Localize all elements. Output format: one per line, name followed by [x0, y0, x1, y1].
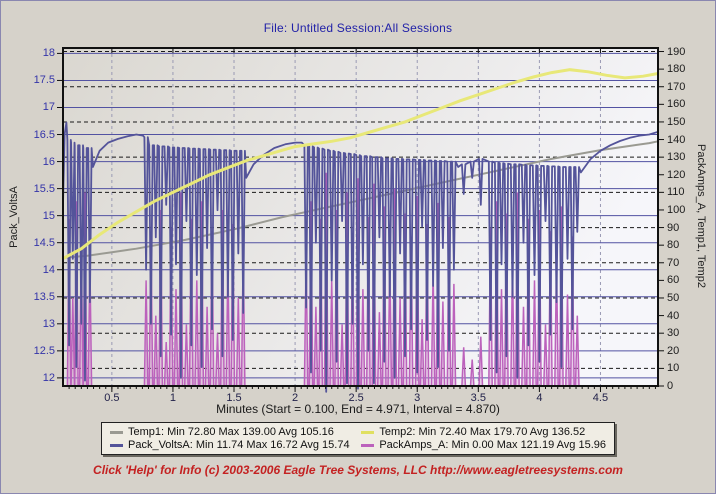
legend-item-temp2: Temp2: Min 72.40 Max 179.70 Avg 136.52	[361, 426, 606, 438]
y-left-tick-label: 15.5	[33, 182, 55, 195]
y-right-tick-label: 150	[667, 115, 686, 128]
y-right-tick-label: 160	[667, 98, 686, 111]
legend-item-label: Temp2: Min 72.40 Max 179.70 Avg 136.52	[379, 426, 586, 438]
y-left-tick-label: 13	[42, 317, 55, 330]
y-left-tick-label: 17	[42, 101, 55, 114]
y-right-tick-label: 140	[667, 133, 686, 146]
y-right-tick-label: 10	[667, 362, 680, 375]
y-left-tick-label: 18	[42, 47, 55, 60]
y-left-tick-label: 16	[42, 155, 55, 168]
x-tick-label: 3.5	[470, 392, 486, 404]
x-tick-label: 0.5	[104, 392, 120, 404]
temp1-swatch-icon	[110, 430, 123, 434]
chart-title: File: Untitled Session:All Sessions	[263, 21, 453, 35]
legend-item-pack-volts: Pack_VoltsA: Min 11.74 Max 16.72 Avg 15.…	[110, 439, 353, 451]
y-right-tick-label: 50	[667, 291, 680, 304]
legend-item-label: Temp1: Min 72.80 Max 139.00 Avg 105.16	[128, 426, 334, 438]
y-left-tick-label: 12.5	[33, 344, 55, 357]
y-left-tick-label: 14	[42, 263, 55, 276]
y-right-tick-label: 40	[667, 309, 680, 322]
x-tick-label: 2.5	[348, 392, 364, 404]
y-right-tick-label: 20	[667, 344, 680, 357]
chart-plot-area[interactable]	[63, 48, 658, 386]
x-tick-label: 4.5	[592, 392, 609, 404]
y-right-tick-label: 70	[667, 256, 680, 269]
y-right-tick-label: 80	[667, 239, 680, 252]
footer-credit: Click 'Help' for Info (c) 2003-2006 Eagl…	[93, 463, 623, 477]
y-left-tick-label: 17.5	[33, 74, 55, 87]
y-left-tick-label: 12	[42, 371, 55, 384]
y-left-tick-label: 14.5	[33, 236, 55, 249]
legend-item-pack-amps: PackAmps_A: Min 0.00 Max 121.19 Avg 15.9…	[361, 439, 606, 451]
y-right-tick-label: 190	[667, 45, 686, 58]
y-right-tick-label: 30	[667, 327, 680, 340]
y-right-tick-label: 60	[667, 274, 680, 287]
y-right-tick-label: 170	[667, 80, 686, 93]
legend-item-label: PackAmps_A: Min 0.00 Max 121.19 Avg 15.9…	[379, 439, 606, 451]
y-right-tick-label: 100	[667, 203, 686, 216]
y-left-tick-label: 16.5	[33, 128, 55, 141]
y-right-tick-label: 90	[667, 221, 680, 234]
legend-item-temp1: Temp1: Min 72.80 Max 139.00 Avg 105.16	[110, 426, 353, 438]
x-tick-label: 1.5	[226, 392, 242, 404]
x-axis-title: Minutes (Start = 0.100, End = 4.971, Int…	[216, 402, 500, 416]
y-right-tick-label: 120	[667, 168, 686, 181]
y-right-tick-label: 180	[667, 63, 686, 76]
left-axis-title: Pack_VoltsA	[8, 186, 20, 248]
x-tick-label: 1	[169, 392, 176, 404]
pack-volts-swatch-icon	[110, 443, 123, 447]
y-left-tick-label: 15	[42, 209, 55, 222]
y-right-tick-label: 110	[667, 186, 685, 199]
temp2-swatch-icon	[361, 430, 375, 434]
right-axis-title: PackAmps_A, Temp1, Temp2	[695, 144, 707, 288]
x-tick-label: 4	[536, 392, 543, 404]
x-tick-label: 3	[414, 392, 421, 404]
pack-amps-swatch-icon	[361, 443, 375, 447]
legend-item-label: Pack_VoltsA: Min 11.74 Max 16.72 Avg 15.…	[128, 439, 350, 451]
y-left-tick-label: 13.5	[33, 290, 55, 303]
y-right-tick-label: 0	[667, 380, 674, 392]
chart-legend: Temp1: Min 72.80 Max 139.00 Avg 105.16 T…	[101, 422, 615, 455]
y-right-tick-label: 130	[667, 151, 686, 164]
x-tick-label: 2	[292, 392, 299, 404]
